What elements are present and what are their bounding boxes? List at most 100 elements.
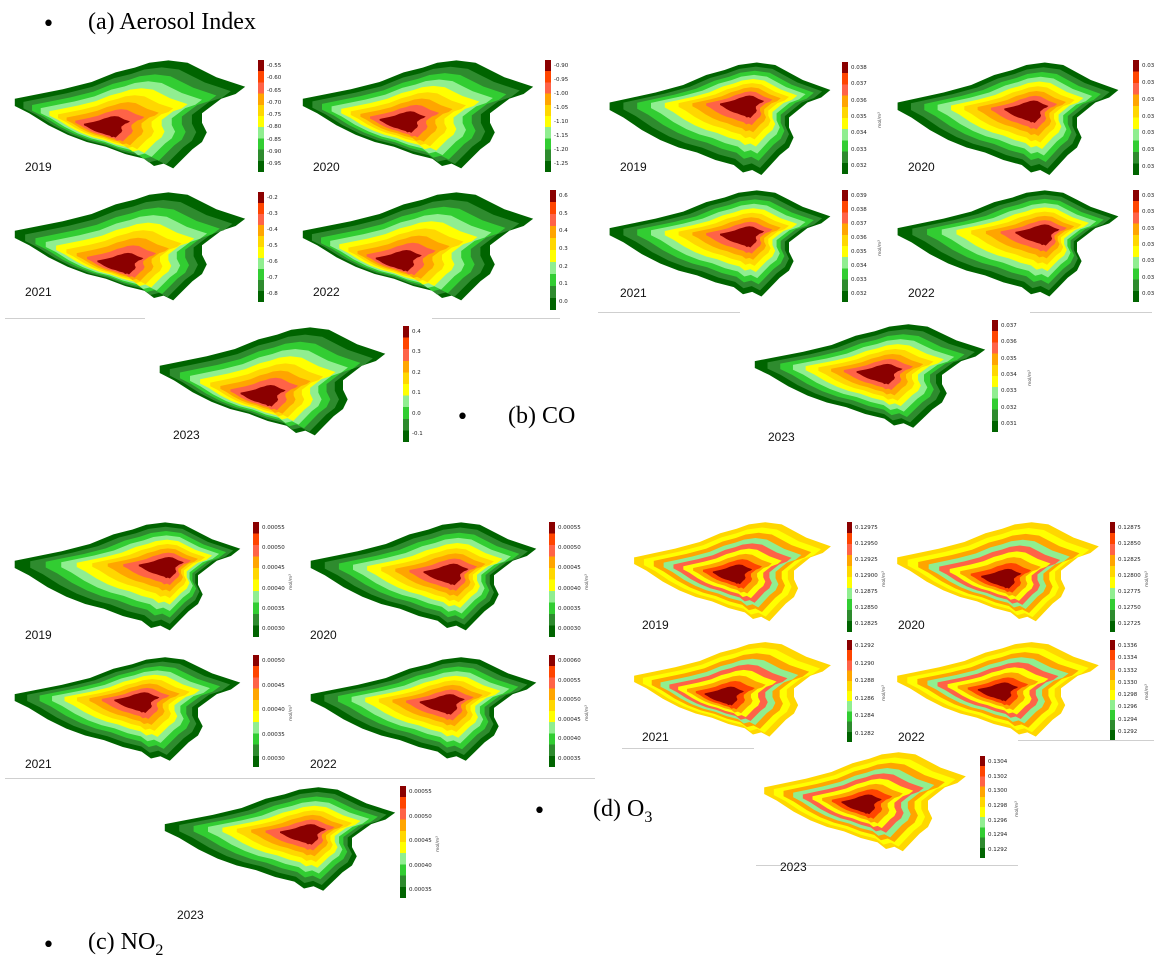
co-heatmap (609, 62, 831, 175)
o3-map-panel: 2019 (630, 520, 835, 632)
co-map-panel: 2022 (893, 188, 1123, 306)
colorbar-tick-label: 0.00035 (262, 731, 285, 738)
colorbar-tick-label: 0.12775 (1118, 589, 1141, 595)
colorbar-tick-label: 0.035 (851, 249, 867, 255)
colorbar-tick-label: -1.20 (554, 147, 569, 153)
colorbar-tick-label: 0.1330 (1118, 679, 1138, 686)
co-heatmap (897, 190, 1119, 297)
colorbar-tick-label: 0.00050 (558, 545, 581, 552)
colorbar-tick-label: 0.1302 (988, 773, 1008, 780)
colorbar-tick-label: -0.2 (267, 195, 278, 201)
aerosol-map-panel: 2020 (298, 58, 538, 178)
divider-line (622, 748, 754, 749)
colorbar-tick-label: 0.12975 (855, 525, 878, 531)
year-label: 2023 (173, 428, 200, 442)
colorbar-tick-label: 0.0 (412, 410, 421, 417)
colorbar-tick-label: 0.00040 (558, 736, 581, 743)
year-label: 2019 (25, 160, 52, 174)
no2-map-panel: 2019 (10, 520, 245, 642)
colorbar-tick-label: 0.037 (1001, 323, 1017, 329)
colorbar-tick-label: 0.1332 (1118, 667, 1138, 674)
colorbar-tick-label: 0.1 (412, 390, 421, 397)
colorbar-tick-label: 0.12800 (1118, 573, 1141, 579)
year-label: 2020 (310, 628, 337, 642)
no2-map-panel: 2022 (306, 655, 541, 771)
year-label: 2019 (620, 160, 647, 174)
year-label: 2020 (313, 160, 340, 174)
o3-map-panel: 2022 (893, 640, 1103, 745)
colorbar-tick-label: 0.03 (1142, 291, 1155, 297)
colorbar-tick-label: 0.037 (851, 221, 867, 227)
colorbar-tick-label: 0.1292 (988, 847, 1008, 853)
colorbar (980, 756, 985, 858)
colorbar-unit-label: mol/m² (585, 704, 590, 721)
colorbar-tick-label: -0.75 (267, 112, 282, 118)
aerosol-map-panel: 2021 (10, 190, 250, 310)
colorbar-tick-label: 0.1288 (855, 678, 875, 685)
colorbar-tick-label: 0.1294 (988, 832, 1008, 839)
colorbar-tick-label: 0.039 (851, 193, 867, 199)
no2-heatmap (14, 522, 241, 631)
heading-no2-text: (c) NO (88, 929, 156, 955)
colorbar-tick-label: 0.6 (559, 193, 568, 199)
colorbar-tick-label: 0.12850 (855, 605, 878, 611)
contour-level (138, 556, 184, 579)
colorbar-tick-label: 0.034 (851, 263, 867, 269)
colorbar-tick-label: 0.03 (1142, 79, 1155, 86)
colorbar-tick-label: -0.5 (267, 243, 278, 249)
colorbar-tick-label: 0.00055 (558, 677, 581, 684)
colorbar-tick-label: -0.7 (267, 275, 278, 281)
bullet-no2: • (42, 933, 55, 958)
colorbar-tick-label: -0.95 (267, 161, 282, 167)
colorbar (842, 190, 848, 302)
colorbar-tick-label: 0.3 (412, 349, 421, 356)
aerosol-heatmap (14, 60, 246, 169)
colorbar-tick-label: 0.12925 (855, 557, 878, 563)
colorbar-tick-label: 0.1296 (1118, 704, 1138, 711)
colorbar-tick-label: 0.033 (1001, 388, 1017, 395)
colorbar-tick-label: 0.00035 (558, 605, 581, 612)
colorbar-tick-label: 0.035 (851, 114, 867, 120)
colorbar (847, 522, 852, 632)
divider-line (5, 778, 595, 779)
colorbar-tick-label: 0.03 (1142, 164, 1155, 170)
colorbar-tick-label: 0.036 (1001, 339, 1017, 346)
contour-level (981, 568, 1022, 589)
colorbar-tick-label: -1.15 (554, 133, 569, 139)
colorbar-tick-label: 0.03 (1142, 147, 1155, 154)
o3-map-panel: 2021 (630, 640, 835, 745)
divider-line (1030, 312, 1152, 313)
o3-heatmap (634, 522, 831, 622)
colorbar-tick-label: 0.037 (851, 81, 867, 88)
colorbar-tick-label: -0.90 (554, 63, 569, 69)
colorbar-tick-label: 0.00035 (409, 887, 432, 893)
colorbar-unit-label: mol/m² (1015, 800, 1020, 817)
year-label: 2022 (898, 730, 925, 744)
contour-level (280, 824, 327, 845)
co-heatmap (897, 62, 1119, 175)
colorbar-tick-label: 0.1334 (1118, 655, 1138, 662)
colorbar-tick-label: 0.03 (1142, 274, 1155, 281)
colorbar-tick-label: 0.00045 (558, 716, 581, 723)
heading-o3-subscript: 3 (644, 808, 653, 826)
contour-level (856, 363, 903, 385)
contour-level (375, 250, 422, 272)
colorbar-tick-label: 0.12725 (1118, 621, 1141, 627)
colorbar-tick-label: 0.03 (1142, 258, 1155, 265)
colorbar-unit-label: mol/m² (1145, 683, 1150, 700)
colorbar-tick-label: 0.00050 (409, 813, 432, 820)
no2-map-panel: 2020 (306, 520, 541, 642)
contour-level (97, 252, 144, 275)
colorbar-tick-label: 0.1292 (855, 643, 875, 649)
colorbar-tick-label: 0.03 (1142, 225, 1155, 232)
co-map-panel: 2023 (750, 322, 990, 444)
colorbar-tick-label: -0.85 (267, 136, 282, 143)
colorbar (258, 192, 264, 302)
colorbar-tick-label: 0.00035 (262, 605, 285, 612)
colorbar-unit-label: mol/m² (878, 239, 883, 256)
co-heatmap (609, 190, 831, 297)
divider-line (598, 312, 740, 313)
colorbar-tick-label: -0.80 (267, 124, 282, 131)
no2-heatmap (14, 657, 241, 761)
divider-line (5, 318, 145, 319)
